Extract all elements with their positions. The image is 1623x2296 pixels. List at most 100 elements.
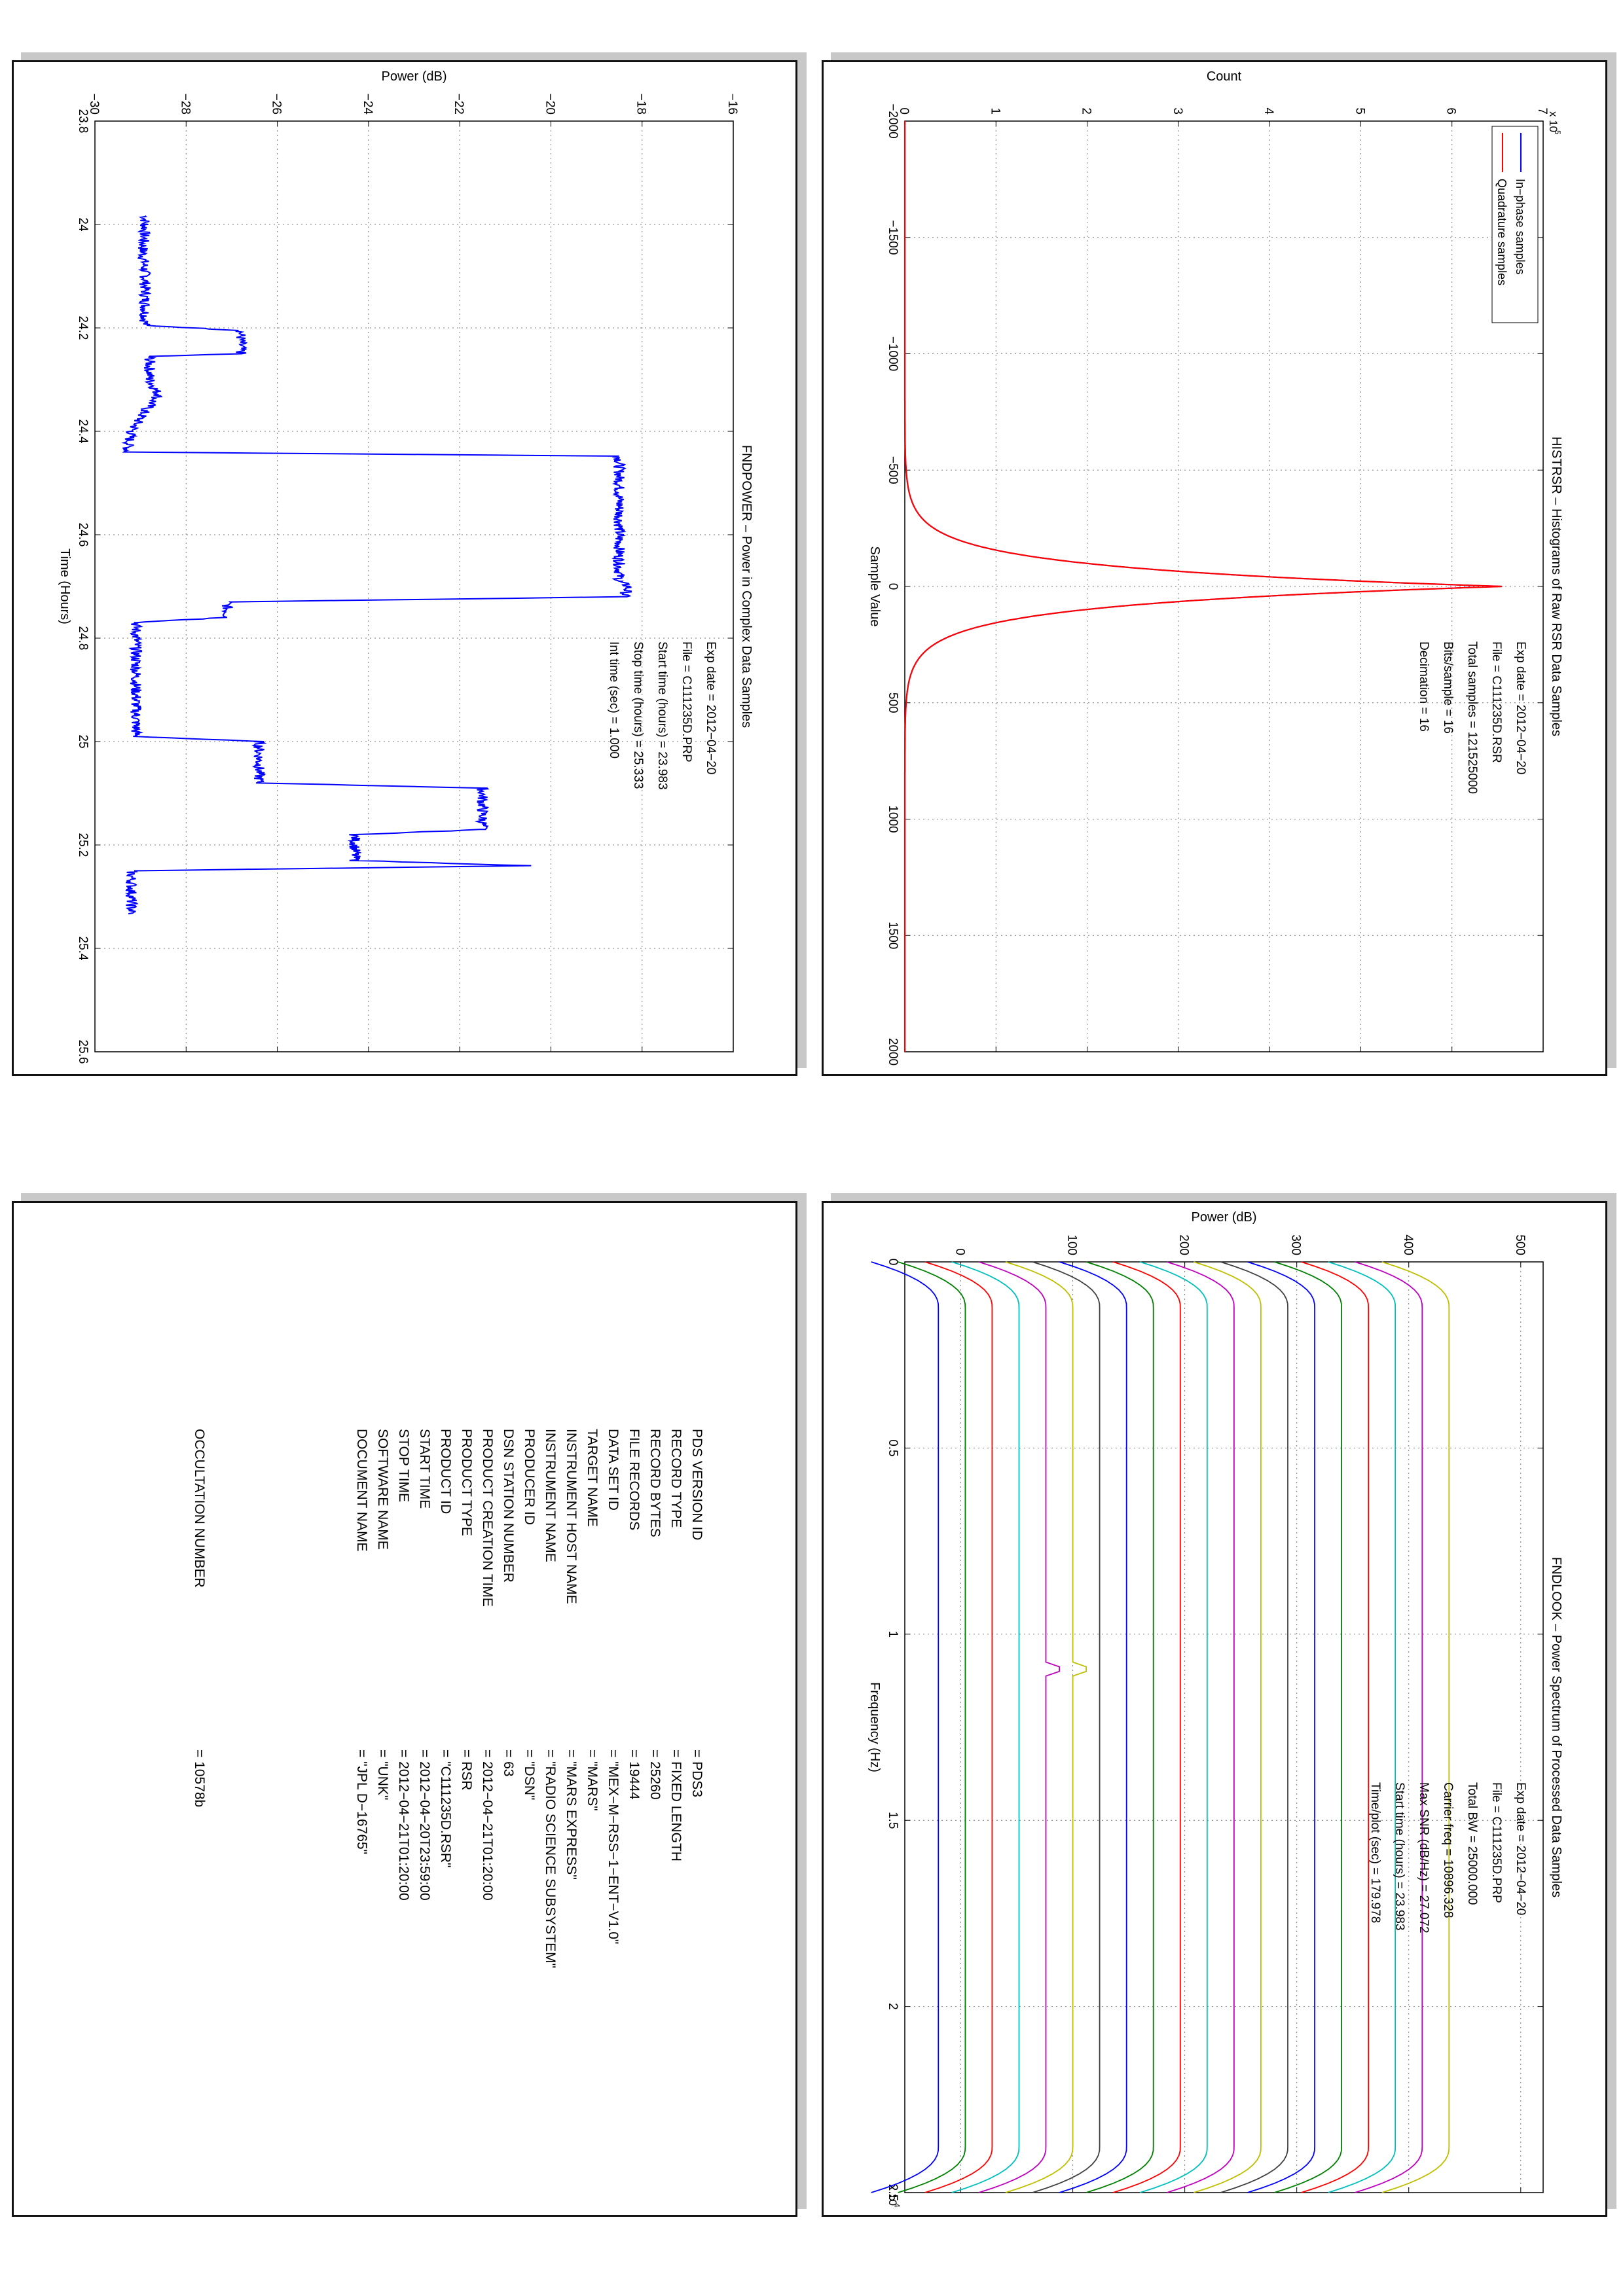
label-value: = "UNK": [375, 1749, 390, 1801]
x-tick-label: 24.2: [76, 316, 90, 340]
annotation-line: Decimation = 16: [1417, 641, 1431, 732]
x-tick-label: 2.5: [886, 2184, 900, 2201]
x-tick-label: 24.6: [76, 523, 90, 547]
x-tick-label: −1000: [886, 336, 900, 371]
y-tick-label: −26: [270, 94, 283, 115]
y-axis-label: Power (dB): [1191, 1210, 1256, 1225]
fndpower-chart: 23.8 24 24.2 24.4 24.6 24.8 25 25.2 25.4 25.6 −30 −…: [58, 69, 754, 1064]
y-tick-label: 4: [1262, 107, 1275, 115]
plot-area: [905, 121, 1543, 1052]
x-tick-label: 0.5: [886, 1439, 900, 1456]
y-multiplier-exponent: 5: [1553, 130, 1562, 135]
x-tick-label: 1000: [886, 805, 900, 833]
label-key: PRODUCT TYPE: [459, 1429, 474, 1536]
label-key: PRODUCT CREATION TIME: [480, 1429, 495, 1607]
annotation-line: Int time (sec) = 1.000: [607, 641, 621, 759]
legend-label: Quadrature samples: [1495, 179, 1508, 285]
spectrum-trace: [1139, 1261, 1208, 2193]
x-tick-label: 25.2: [76, 833, 90, 857]
label-value: = "MARS EXPRESS": [564, 1749, 579, 1880]
fndlook-panel: 0 0.5 1 1.5 2 2.5 0 100 200 300 400 500 FNDLOOK – Po…: [822, 1201, 1607, 2217]
spectrum-trace: [1381, 1261, 1450, 2193]
label-key: RECORD BYTES: [647, 1429, 663, 1537]
y-multiplier-label: x 10: [1547, 111, 1559, 132]
x-tick-label: 1500: [886, 922, 900, 949]
label-value: = 25260: [647, 1749, 663, 1800]
y-tick-label: 5: [1353, 107, 1366, 115]
label-key: DATA SET ID: [606, 1429, 621, 1511]
label-value: = "C111235D.RSR": [438, 1749, 453, 1868]
label-key: INSTRUMENT NAME: [543, 1429, 558, 1562]
annotation-line: Exp date = 2012−04−20: [704, 641, 718, 774]
label-key: SOFTWARE NAME: [375, 1429, 390, 1550]
spectrum-trace: [1112, 1261, 1181, 2193]
y-tick-label: 300: [1289, 1234, 1303, 1255]
label-key: DOCUMENT NAME: [354, 1429, 369, 1552]
annotation-line: Stop time (hours) = 25.333: [631, 641, 645, 789]
histogram-series-line: [903, 121, 1503, 1052]
label-key: STOP TIME: [396, 1429, 411, 1503]
label-key: PRODUCT ID: [438, 1429, 453, 1515]
x-multiplier-exponent: 4: [892, 2203, 902, 2208]
annotation-line: File = C111235D.PRP: [1489, 1782, 1503, 1903]
y-axis-label: Count: [1207, 69, 1242, 84]
y-tick-label: 7: [1535, 107, 1549, 115]
legend: In−phase samples Quadrature samples: [1491, 126, 1539, 323]
y-tick-label: 1: [988, 107, 1002, 115]
label-value: = 63: [501, 1749, 516, 1777]
y-axis-label: Power (dB): [381, 69, 447, 84]
fndpower-panel: 23.8 24 24.2 24.4 24.6 24.8 25 25.2 25.4 25.6 −30 −…: [12, 60, 797, 1076]
label-value: = "RADIO SCIENCE SUBSYSTEM": [543, 1749, 558, 1969]
y-tick-label: 2: [1080, 107, 1093, 115]
y-tick-label: 6: [1444, 107, 1458, 115]
annotation-line: Start time (hours) = 23.983: [1393, 1782, 1406, 1931]
label-text-block: PDS VERSION ID RECORD TYPE RECORD BYTES FIL…: [14, 1203, 795, 2215]
label-key: DSN STATION NUMBER: [501, 1429, 516, 1583]
spectrum-trace: [1167, 1261, 1235, 2193]
spectrum-trace: [1059, 1261, 1127, 2193]
label-value: = PDS3: [689, 1749, 704, 1797]
label-value: = "DSN": [522, 1749, 537, 1801]
spectrum-trace: [1005, 1261, 1087, 2193]
legend-box: [1491, 126, 1539, 323]
spectrum-trace: [898, 1261, 966, 2193]
annotation-line: Max SNR (dB/Hz) = 27.072: [1417, 1782, 1431, 1933]
spectrum-trace: [1301, 1261, 1370, 2193]
spectrum-trace: [1247, 1261, 1315, 2193]
spectrum-trace: [871, 1261, 939, 2193]
label-value: = "MEX−M−RSS−1−ENT−V1.0": [606, 1749, 621, 1945]
label-value: = FIXED LENGTH: [668, 1749, 684, 1861]
spectrum-trace: [1274, 1261, 1342, 2193]
y-tick-label: 400: [1401, 1234, 1415, 1255]
x-axis-label: Frequency (Hz): [867, 1682, 882, 1772]
spectrum-trace: [1085, 1261, 1154, 2193]
fndlook-chart: 0 0.5 1 1.5 2 2.5 0 100 200 300 400 500 FNDLOOK – Po…: [867, 1210, 1563, 2208]
label-key: PDS VERSION ID: [689, 1429, 704, 1541]
x-tick-label: 25: [76, 734, 90, 748]
label-key: START TIME: [417, 1429, 432, 1509]
power-series-line: [121, 215, 632, 915]
y-tick-label: −22: [452, 94, 465, 115]
x-tick-label: 0: [886, 583, 900, 590]
annotation-line: File = C111235D.PRP: [680, 641, 693, 762]
spectrum-trace: [1194, 1261, 1262, 2193]
spectrum-trace: [1220, 1261, 1288, 2193]
plot-area: [905, 1262, 1543, 2193]
y-tick-label: −28: [178, 94, 192, 115]
x-tick-label: 2: [886, 2003, 900, 2010]
y-tick-label: 200: [1177, 1234, 1191, 1255]
plot-frame: [94, 120, 734, 1052]
spectrum-trace: [978, 1261, 1060, 2193]
label-value: = 19444: [627, 1749, 642, 1800]
label-key: RECORD TYPE: [668, 1429, 684, 1528]
annotation-line: Exp date = 2012−04−20: [1514, 641, 1527, 774]
chart-title: FNDPOWER – Power in Complex Data Samples: [739, 445, 754, 728]
y-tick-label: 0: [897, 107, 911, 115]
x-multiplier-label: x 10: [886, 2185, 899, 2206]
x-tick-label: 500: [886, 692, 900, 713]
x-tick-label: 1: [886, 1631, 900, 1638]
plot-frame: [904, 1261, 1544, 2193]
label-key: FILE RECORDS: [627, 1429, 642, 1531]
legend-label: In−phase samples: [1514, 179, 1527, 275]
x-tick-label: 25.4: [76, 937, 90, 961]
